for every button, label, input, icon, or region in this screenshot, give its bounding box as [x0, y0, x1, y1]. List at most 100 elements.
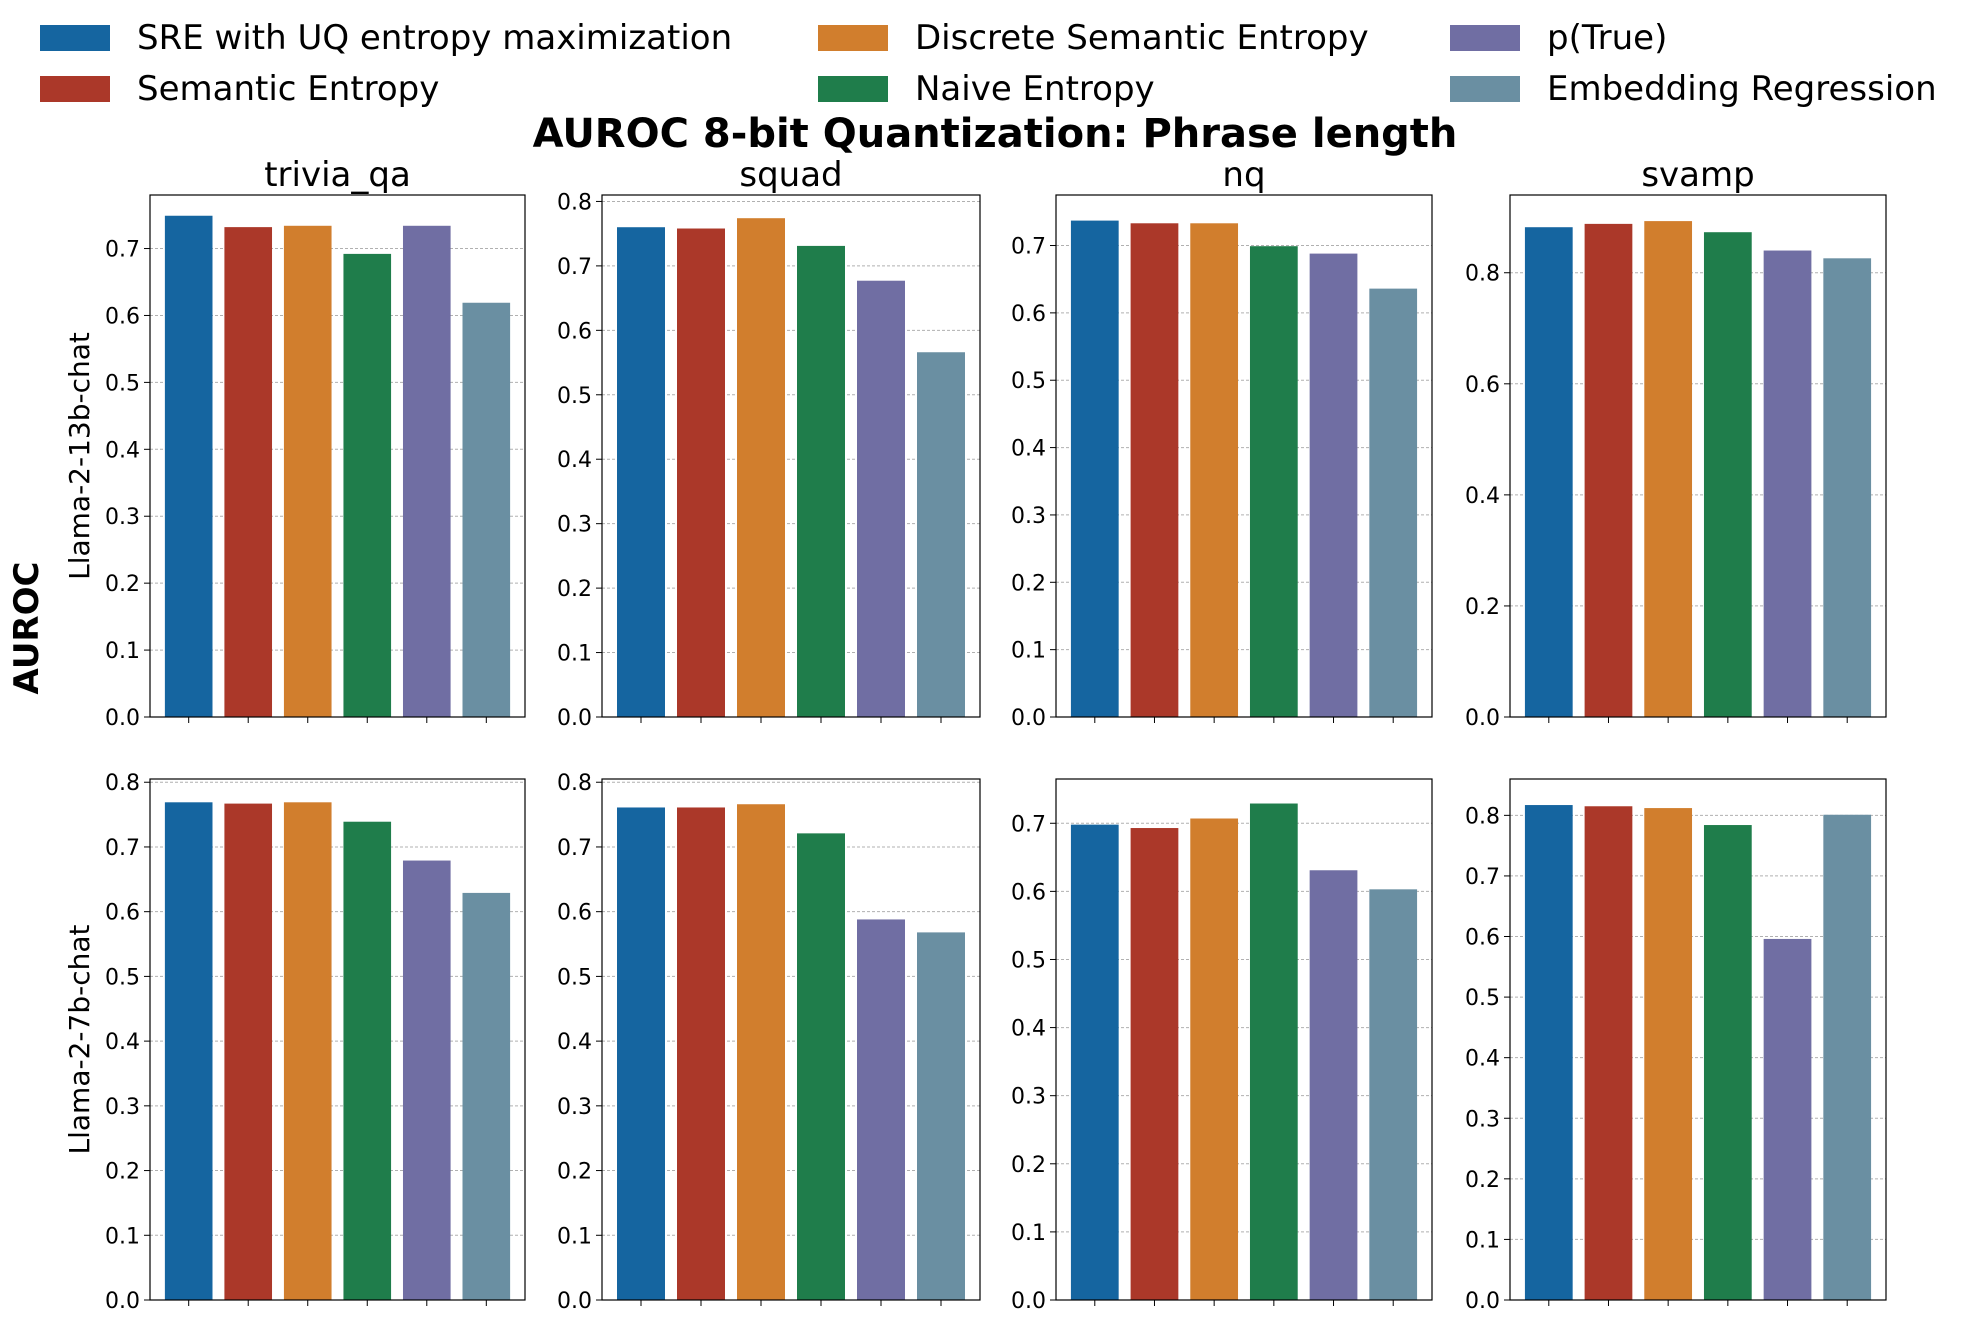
bar [917, 932, 965, 1300]
y-tick-label: 0.4 [557, 448, 592, 473]
y-tick-label: 0.3 [1011, 504, 1046, 529]
y-tick-label: 0.2 [1011, 571, 1046, 596]
bar [1130, 223, 1179, 717]
bar [402, 225, 451, 718]
legend-swatch [1450, 76, 1520, 102]
bar [677, 807, 725, 1300]
y-tick-label: 0.5 [1011, 369, 1046, 394]
bar [857, 919, 905, 1300]
legend-swatch [40, 76, 110, 102]
y-tick-label: 0.6 [105, 304, 140, 329]
y-tick-label: 0.5 [557, 384, 592, 409]
y-tick-label: 0.3 [557, 1095, 592, 1120]
bar [737, 804, 785, 1300]
y-tick-label: 0.6 [1011, 880, 1046, 905]
y-tick-label: 0.1 [1465, 1228, 1500, 1253]
axes-frame [149, 778, 526, 1301]
y-tick-label: 0.3 [105, 1095, 140, 1120]
axes-frame [601, 778, 981, 1301]
bar [797, 833, 845, 1300]
legend-swatch [40, 25, 110, 51]
bar [402, 860, 451, 1300]
bar [1309, 870, 1358, 1300]
bar [797, 245, 845, 717]
bar [1249, 803, 1298, 1300]
y-tick-label: 0.2 [1465, 1168, 1500, 1193]
y-tick-label: 0.0 [1465, 706, 1500, 731]
legend-label: Naive Entropy [915, 69, 1155, 109]
row-label: Llama-2-7b-chat [63, 925, 96, 1155]
axes-frame [601, 194, 981, 718]
bar [283, 225, 332, 718]
y-tick-label: 0.3 [1465, 1107, 1500, 1132]
row-label: Llama-2-13b-chat [63, 332, 96, 580]
bar [224, 227, 273, 717]
bar [917, 352, 965, 717]
y-tick-label: 0.6 [1465, 926, 1500, 951]
y-tick-label: 0.7 [1465, 865, 1500, 890]
y-tick-label: 0.4 [557, 1030, 592, 1055]
y-tick-label: 0.5 [105, 371, 140, 396]
axes-frame [149, 194, 526, 718]
bar [737, 218, 785, 717]
y-axis-title: AUROC [7, 562, 47, 695]
bar [617, 807, 665, 1300]
bar [1524, 805, 1573, 1300]
y-tick-label: 0.8 [1465, 262, 1500, 287]
y-tick-label: 0.4 [1011, 437, 1046, 462]
legend-swatch [818, 25, 888, 51]
bar [1644, 221, 1693, 717]
y-tick-label: 0.4 [1465, 484, 1500, 509]
subplot-title: svamp [1641, 155, 1754, 195]
y-tick-label: 0.8 [105, 771, 140, 796]
y-tick-label: 0.2 [557, 1160, 592, 1185]
axes-frame [1055, 778, 1433, 1301]
chart-title: AUROC 8-bit Quantization: Phrase length [533, 111, 1458, 157]
y-tick-label: 0.2 [105, 572, 140, 597]
y-tick-label: 0.2 [105, 1160, 140, 1185]
legend-label: Discrete Semantic Entropy [915, 18, 1369, 58]
subplot-title: trivia_qa [264, 155, 411, 195]
y-tick-label: 0.2 [557, 577, 592, 602]
subplot-title: squad [739, 155, 842, 195]
bar [1070, 824, 1119, 1300]
bar [1190, 223, 1239, 717]
bar [1584, 223, 1633, 718]
bar [1524, 227, 1573, 718]
y-tick-label: 0.6 [557, 901, 592, 926]
y-tick-label: 0.3 [557, 513, 592, 538]
bar [1369, 889, 1418, 1300]
bar [164, 802, 213, 1300]
y-tick-label: 0.5 [557, 965, 592, 990]
y-tick-label: 0.7 [105, 238, 140, 263]
bar [1644, 808, 1693, 1300]
bar [1369, 288, 1418, 717]
legend-swatch [818, 76, 888, 102]
y-tick-label: 0.6 [1011, 302, 1046, 327]
bar [1823, 258, 1872, 717]
y-tick-label: 0.4 [1465, 1047, 1500, 1072]
bar [224, 803, 273, 1300]
bar [857, 280, 905, 717]
legend-label: p(True) [1547, 18, 1667, 58]
y-tick-label: 0.5 [105, 965, 140, 990]
y-tick-label: 0.7 [557, 836, 592, 861]
y-tick-label: 0.1 [557, 642, 592, 667]
y-tick-label: 0.1 [105, 639, 140, 664]
bar [462, 302, 511, 717]
subplot-title: nq [1222, 155, 1265, 195]
legend-swatch [1450, 25, 1520, 51]
bar [1130, 828, 1179, 1300]
y-tick-label: 0.0 [557, 1289, 592, 1314]
bar [1584, 806, 1633, 1300]
y-tick-label: 0.1 [1011, 639, 1046, 664]
bar [1823, 814, 1872, 1300]
y-tick-label: 0.0 [557, 706, 592, 731]
bar [1763, 938, 1812, 1300]
bar [1703, 825, 1752, 1300]
y-tick-label: 0.8 [557, 771, 592, 796]
y-tick-label: 0.0 [1465, 1289, 1500, 1314]
y-tick-label: 0.1 [105, 1224, 140, 1249]
y-tick-label: 0.1 [557, 1224, 592, 1249]
bar [1703, 232, 1752, 717]
